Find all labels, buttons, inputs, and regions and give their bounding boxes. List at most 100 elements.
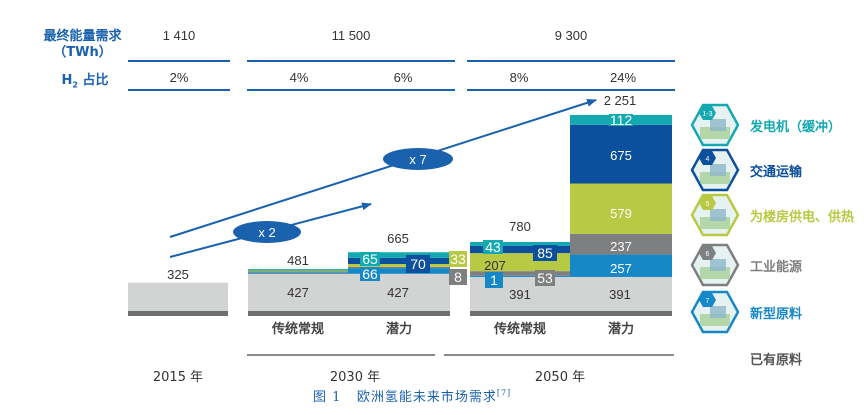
- segment-label-2030-power-box: [360, 252, 380, 266]
- bar-baseline: [248, 311, 348, 316]
- segment-label-2050-conv-power: 43: [485, 239, 501, 255]
- bar-baseline: [128, 311, 228, 316]
- segment-label-2050-conv-base: 391: [509, 287, 531, 302]
- bar-segment-transport: [348, 257, 450, 264]
- growth-label-x7: x 7: [409, 152, 426, 167]
- hexagon-icon: 5: [690, 193, 740, 237]
- h2-share-2015: 2%: [169, 70, 189, 85]
- segment-label-2030-conv-base: 427: [287, 285, 309, 300]
- total-label-2030-conventional: 481: [287, 253, 309, 268]
- svg-text:1-3: 1-3: [702, 111, 712, 118]
- sub-label-2050-potential: 潜力: [607, 322, 634, 337]
- divider-line: [247, 60, 455, 62]
- segment-label-2050-potential-transport: 675: [610, 148, 632, 163]
- segment-label-2030-power: 65: [362, 251, 378, 267]
- growth-badge-x2: [233, 221, 301, 243]
- bar-segment-transport: [470, 245, 570, 254]
- segment-label-2030-potential-base: 427: [387, 285, 409, 300]
- bar-segment-power-buffer: [470, 241, 570, 246]
- segment-label-2050-conv-feedstock-box: [485, 272, 503, 288]
- bar-segment-stripe: [248, 269, 348, 271]
- svg-text:7: 7: [706, 298, 710, 305]
- group-line-2050: [444, 354, 674, 356]
- segment-label-2030-transport: 70: [410, 256, 426, 272]
- figure-caption: 图 1 欧洲氢能未来市场需求[7]: [313, 386, 613, 405]
- divider-line: [467, 89, 675, 91]
- total-label-2050-potential: 2 251: [604, 93, 637, 108]
- sub-label-2050-conventional: 传统常规: [493, 322, 546, 337]
- segment-label-2050-potential-buildings: 579: [610, 206, 632, 221]
- growth-label-x2: x 2: [258, 225, 275, 240]
- legend-label: 发电机（缓冲）: [750, 119, 842, 135]
- hexagon-icon: 4: [690, 148, 740, 192]
- segment-label-2030-feedstock: 66: [362, 266, 378, 282]
- year-label-2015: 2015 年: [152, 370, 204, 385]
- year-label-2030: 2030 年: [329, 370, 381, 385]
- divider-line: [128, 89, 230, 91]
- bar-segment-existing-feedstock: [128, 282, 228, 311]
- h2-share-2030-potential: 6%: [393, 70, 413, 85]
- bar-segment-stripe: [248, 271, 348, 273]
- demand-unit: （TWh）: [53, 45, 112, 60]
- segment-label-2050-conv-transport: 85: [537, 245, 553, 261]
- bar-segment-buildings-power-heat: [348, 263, 450, 267]
- segment-label-2050-conv-power-box: [483, 240, 503, 254]
- demand-label: 最终能量需求: [43, 29, 122, 44]
- legend-label: 工业能源: [750, 259, 803, 275]
- h2-label-rest: 占比: [77, 73, 109, 88]
- group-line-2030: [247, 354, 435, 356]
- segment-label-2050-potential-feedstock: 257: [610, 261, 632, 276]
- bar-segment-existing-feedstock: [570, 276, 672, 311]
- segment-label-2030-industry: 8: [454, 269, 462, 285]
- bar-segment-stripe: [248, 272, 348, 274]
- bar-segment-industry-energy: [348, 266, 450, 269]
- segment-label-2030-feedstock-box: [360, 267, 380, 281]
- h2-share-label: H2 占比: [30, 69, 140, 90]
- legend-item: 4 交通运输: [690, 148, 802, 192]
- growth-badge-x7: [383, 148, 453, 170]
- bar-segment-stripe: [248, 270, 348, 272]
- segment-label-2050-conv-industry-box: [535, 270, 555, 286]
- bar-segment-industry-energy: [570, 233, 672, 255]
- hexagon-icon: 7: [690, 290, 740, 334]
- segment-label-2050-potential-base: 391: [609, 287, 631, 302]
- segment-label-2050-conv-industry: 53: [537, 270, 553, 286]
- bar-segment-existing-feedstock: [248, 273, 348, 311]
- legend-item: 7 新型原料: [690, 290, 802, 334]
- sub-label-2030-potential: 潜力: [385, 322, 412, 337]
- segment-label-2050-conv-feedstock: 1: [490, 272, 498, 288]
- growth-arrow-x7: [169, 98, 597, 238]
- figure-title: 欧洲氢能未来市场需求: [356, 390, 497, 405]
- h2-label-sub: 2: [72, 80, 78, 90]
- legend-item: 已有原料: [690, 336, 802, 380]
- hexagon-icon: 1-3: [690, 103, 740, 147]
- h2-label-main: H: [61, 73, 73, 88]
- segment-label-2050-conv-transport-box: [533, 245, 557, 261]
- divider-line: [128, 60, 230, 62]
- total-label-2050-conventional: 780: [509, 219, 531, 234]
- bar-segment-new-feedstock: [570, 254, 672, 277]
- total-label-2015: 325: [167, 267, 189, 282]
- segment-label-2030-buildings-box: [449, 251, 467, 267]
- demand-value-2050: 9 300: [554, 28, 588, 43]
- segment-label-2050-conv-buildings: 207: [484, 258, 506, 273]
- legend-label: 新型原料: [750, 306, 803, 322]
- legend-item: 6 工业能源: [690, 243, 802, 287]
- bar-segment-new-feedstock: [348, 268, 450, 274]
- bar-baseline: [348, 311, 450, 316]
- legend-label: 交通运输: [750, 164, 803, 180]
- legend-spacer: [690, 336, 740, 380]
- legend-label: 为楼房供电、供热: [750, 209, 855, 225]
- total-label-2030-potential: 665: [387, 231, 409, 246]
- divider-line: [247, 89, 455, 91]
- segment-label-2030-buildings: 33: [450, 251, 466, 267]
- legend-item: 5 为楼房供电、供热: [690, 193, 854, 237]
- h2-share-2030-conv: 4%: [289, 70, 309, 85]
- bar-baseline: [570, 311, 672, 316]
- demand-value-2015: 1 410: [162, 28, 196, 43]
- svg-text:4: 4: [706, 156, 710, 163]
- bar-segment-buildings-power-heat: [570, 183, 672, 234]
- sub-label-2030-conventional: 传统常规: [271, 322, 324, 337]
- divider-line: [467, 60, 675, 62]
